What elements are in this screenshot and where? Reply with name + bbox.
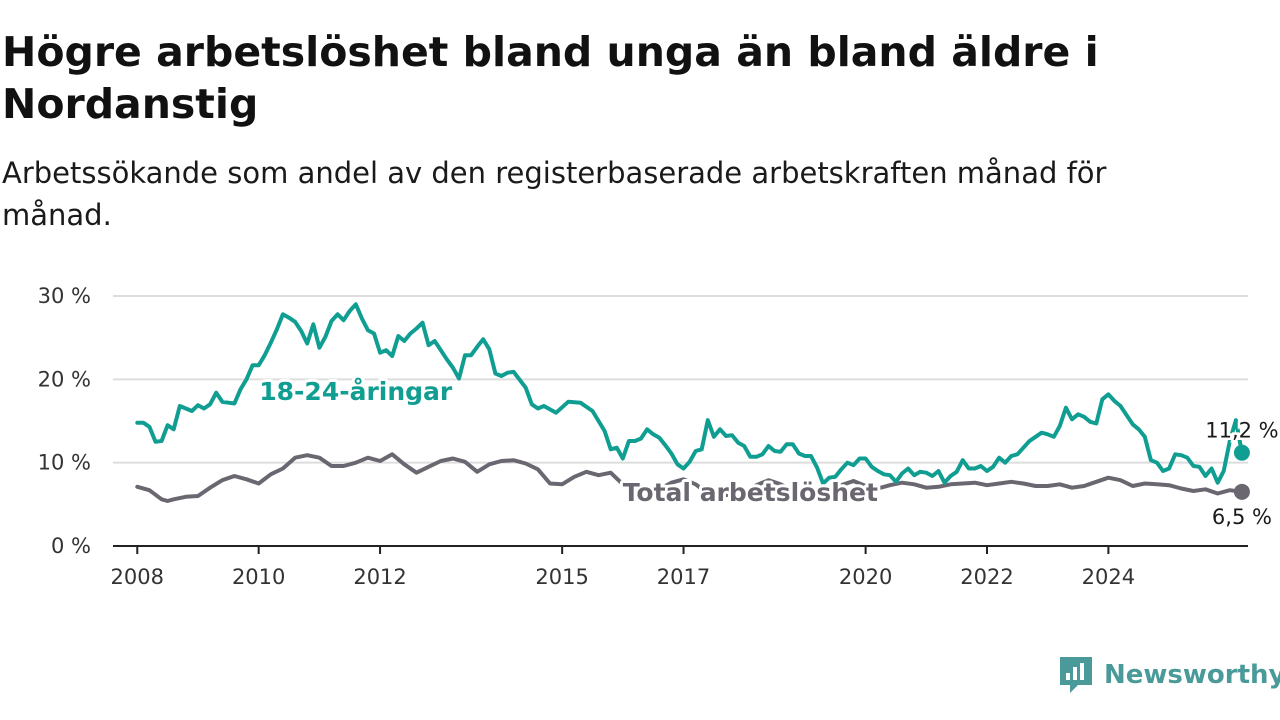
brand-name: Newsworthy xyxy=(1104,660,1280,690)
chart-title: Högre arbetslöshet bland unga än bland ä… xyxy=(2,28,1099,128)
y-tick-label: 0 % xyxy=(51,534,91,558)
series-label-youth: 18-24-åringar xyxy=(259,377,453,406)
x-tick-label: 2015 xyxy=(535,565,588,589)
series-labels: 18-24-åringar Total arbetslöshet 11,2 % 6,5… xyxy=(256,374,1280,531)
x-tick-label: 2022 xyxy=(960,565,1013,589)
x-tick-label: 2024 xyxy=(1082,565,1135,589)
y-tick-label: 10 % xyxy=(38,451,91,475)
chart-subtitle: Arbetssökande som andel av den registerb… xyxy=(2,156,1107,232)
end-label-total: 6,5 % xyxy=(1212,505,1272,529)
brand: Newsworthy xyxy=(1058,654,1280,696)
grid-lines xyxy=(113,295,1248,464)
x-axis: 2008 2010 2012 2015 2017 2020 2022 2024 xyxy=(111,545,1248,589)
series-label-total: Total arbetslöshet xyxy=(623,478,878,507)
x-tick-label: 2020 xyxy=(839,565,892,589)
newsworthy-logo-icon xyxy=(1060,657,1092,693)
line-chart: 0 % 10 % 20 % 30 % 2008 2010 2012 2015 2017 2020… xyxy=(38,284,1280,589)
end-point-youth xyxy=(1233,444,1250,461)
series-line-total xyxy=(135,452,1244,503)
x-tick-label: 2008 xyxy=(111,565,164,589)
end-label-youth: 11,2 % xyxy=(1205,419,1278,443)
x-tick-label: 2017 xyxy=(657,565,710,589)
series-lines xyxy=(135,302,1250,503)
y-tick-label: 20 % xyxy=(38,367,91,391)
x-tick-label: 2012 xyxy=(353,565,406,589)
series-line-youth xyxy=(135,302,1244,486)
y-tick-label: 30 % xyxy=(38,284,91,308)
x-tick-label: 2010 xyxy=(232,565,285,589)
y-axis-tick-labels: 0 % 10 % 20 % 30 % xyxy=(38,284,91,558)
end-point-total xyxy=(1233,483,1250,500)
